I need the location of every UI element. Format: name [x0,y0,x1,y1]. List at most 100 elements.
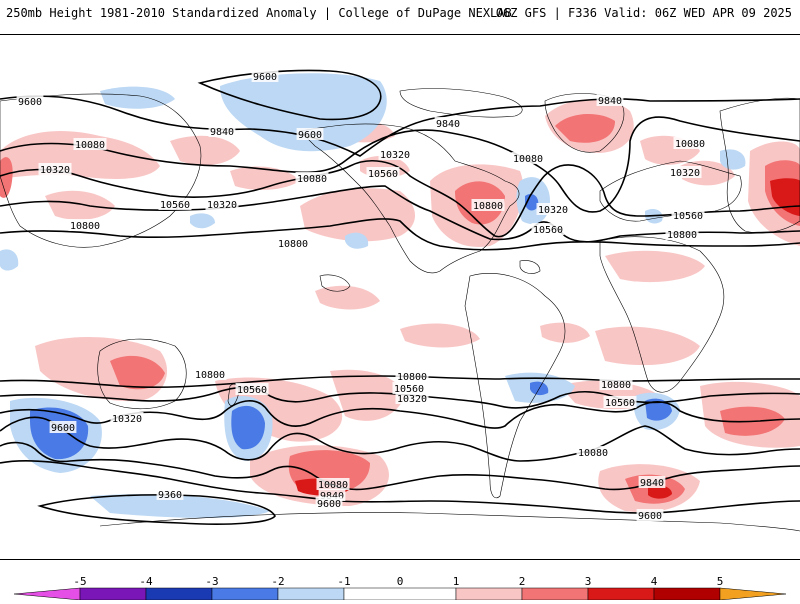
contour-label-bg [235,383,269,395]
contour-label: 10800 [278,239,308,250]
coastline [519,260,541,274]
colorbar-tick-label: 5 [716,575,724,588]
contour-label-bg [316,478,350,490]
colorbar-segment-pos1 [455,587,523,601]
contour-label-bg [156,488,184,500]
contour-label-bg [378,148,412,160]
contour-line [0,160,800,238]
anomaly-area [0,157,13,198]
contour-label: 10560 [160,200,190,211]
contour-label-bg [536,203,570,215]
contour-label-bg [68,219,102,231]
colorbar-segment-neg1 [277,587,345,601]
colorbar-scale [13,587,787,601]
anomaly-colorbar: -5 -4 -3 -2 -1 0 1 2 3 4 5 [0,560,800,601]
anomaly-area [345,232,369,249]
contour-label: 10320 [380,150,410,161]
contour-label: 10800 [195,370,225,381]
colorbar-segment-neg2 [211,587,279,601]
anomaly-area [100,86,175,109]
contour-label: 10320 [207,200,237,211]
contour-label-bg [511,152,545,164]
anomaly-area [645,398,672,421]
contour-label-bg [599,378,633,390]
contour-label-bg [205,198,239,210]
contour-line [37,494,276,525]
colorbar-tick-label: 4 [650,575,658,588]
contour-label-bg [296,128,324,140]
contour-line [0,185,800,243]
contour-label-bg [38,163,72,175]
colorbar-segment-neg4 [79,587,147,601]
contour-label: 10800 [397,372,427,383]
contour-label-bg [193,368,227,380]
contour-label-bg [576,446,610,458]
colorbar-tick-label: 0 [396,575,404,588]
colorbar-tick-label: 2 [518,575,526,588]
contour-label-bg [603,396,637,408]
contour-label-bg [366,167,400,179]
colorbar-segment-pos4 [653,587,721,601]
colorbar-tick-label: -1 [337,575,351,588]
contour-label-bg [208,125,236,137]
contour-label: 10320 [538,205,568,216]
anomaly-area [220,73,387,152]
coastline [719,97,800,234]
anomaly-area [0,249,19,271]
colorbar-segment-pos2 [521,587,589,601]
colorbar-tick-label: 1 [452,575,460,588]
anomaly-area [190,213,215,229]
contour-line [0,460,800,514]
contour-label: 9360 [158,490,182,501]
anomaly-area [230,166,300,190]
contour-labels: 9600960096009840984098401008010080100801… [16,70,707,522]
contour-line [0,416,800,462]
contour-label: 9840 [598,96,622,107]
coastline [319,274,351,292]
contour-label-bg [276,237,310,249]
anomaly-area [231,405,265,450]
coastline [299,123,520,274]
model-run-info: 06Z GFS | F336 Valid: 06Z WED APR 09 202… [495,6,792,20]
contour-label: 10320 [397,394,427,405]
contour-label: 9600 [253,72,277,83]
colorbar-tick-label: -3 [205,575,219,588]
contour-label: 10800 [601,380,631,391]
contour-label: 10080 [513,154,543,165]
coastline [599,236,725,393]
colorbar-segment-pos3 [587,587,655,601]
anomaly-area [400,323,480,348]
colorbar-segment-pos5 [719,587,787,601]
contour-line [0,116,800,213]
contour-label-bg [49,421,77,433]
contour-label-bg [531,223,565,235]
contour-label: 10320 [112,414,142,425]
contour-label-bg [251,70,279,82]
contour-label: 9600 [51,423,75,434]
anomaly-area [170,135,240,166]
contour-label: 10320 [40,165,70,176]
anomaly-area [110,355,165,390]
anomaly-map: 9600960096009840984098401008010080100801… [0,69,800,532]
contour-label: 9840 [640,478,664,489]
contour-label-bg [73,138,107,150]
map-panel: 9600 9600 9600 9840 9840 9840 10080 10080 10080 1… [0,34,800,560]
contour-label-bg [158,198,192,210]
anomaly-area [330,369,405,421]
contour-label: 10800 [473,201,503,212]
coastline [399,88,523,118]
contour-label-bg [596,94,624,106]
contour-line [197,69,382,121]
colorbar-tick-label: -5 [73,575,87,588]
coastline [599,160,742,222]
coastlines [0,88,800,532]
contour-label-bg [665,228,699,240]
contour-label-bg [315,497,343,509]
colorbar-tick-label: -4 [139,575,153,588]
colorbar-tick-label: -2 [271,575,285,588]
chart-header: 250mb Height 1981-2010 Standardized Anom… [0,0,800,34]
contour-label-bg [636,509,664,521]
anomaly-area [605,250,705,283]
contour-label: 10560 [368,169,398,180]
contour-label-bg [471,199,505,211]
